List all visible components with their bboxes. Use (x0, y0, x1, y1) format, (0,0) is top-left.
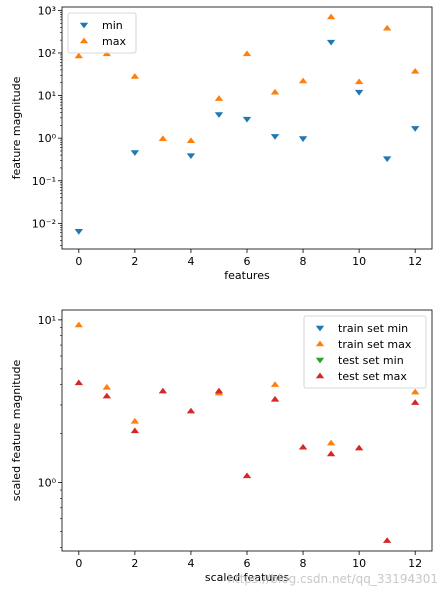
x-tick-label: 2 (131, 557, 138, 570)
y-tick-label: 10¹ (38, 314, 56, 327)
data-point (410, 67, 420, 74)
legend-marker (315, 340, 325, 347)
watermark: https://blog.csdn.net/qq_33194301 (227, 572, 438, 586)
data-point (242, 116, 252, 123)
y-axis-label: feature magnitude (10, 76, 23, 179)
data-point (270, 88, 280, 95)
data-point (410, 388, 420, 395)
x-tick-label: 4 (187, 255, 194, 268)
legend: min max (67, 12, 137, 54)
legend-label: train set min (338, 322, 408, 335)
data-point (130, 150, 140, 156)
data-point (158, 135, 168, 141)
data-point (102, 383, 112, 390)
data-point (270, 381, 280, 387)
data-point (382, 156, 392, 163)
data-point (186, 407, 196, 414)
data-point (270, 134, 280, 140)
x-tick-label: 0 (75, 255, 82, 268)
data-point (130, 73, 140, 79)
legend-label: test set min (338, 354, 404, 367)
plot-frame (61, 309, 433, 552)
legend-marker (315, 372, 325, 379)
data-point (354, 78, 364, 85)
data-point (242, 472, 252, 479)
data-point (214, 387, 224, 394)
data-point (130, 417, 140, 424)
y-tick-label: 10² (38, 47, 56, 60)
x-tick-label: 6 (244, 255, 251, 268)
x-tick-label: 0 (75, 557, 82, 570)
x-axis-label: scaled features (205, 571, 290, 584)
chart-feature-magnitude: 10⁻² 10⁻¹ 10⁰ 10¹ 10² 10³ 0 2 4 6 8 10 12 features fea… (10, 4, 433, 282)
data-point (298, 443, 308, 450)
x-tick-label: 4 (187, 557, 194, 570)
legend-marker (315, 357, 325, 364)
data-point (270, 395, 280, 402)
legend-label: max (102, 35, 126, 48)
x-axis-label: features (224, 269, 270, 282)
data-point (410, 126, 420, 132)
plot-frame (61, 6, 433, 250)
x-tick-label: 12 (408, 255, 422, 268)
y-tick-label: 10⁻¹ (32, 175, 56, 188)
legend-marker (79, 22, 89, 29)
data-point (102, 392, 112, 399)
legend-label: train set max (338, 338, 412, 351)
chart-scaled-feature-magnitude: 10⁰ 10¹ 0 2 4 6 8 10 12 scaled features scaled fea… (10, 309, 433, 584)
y-tick-label: 10⁰ (38, 477, 57, 490)
legend-box (303, 315, 427, 389)
x-tick-label: 10 (352, 255, 366, 268)
x-tick-label: 8 (300, 255, 307, 268)
data-point (326, 13, 336, 20)
data-point (130, 427, 140, 434)
x-tick-label: 6 (244, 557, 251, 570)
data-point (326, 450, 336, 457)
data-point (382, 537, 392, 543)
y-tick-label: 10⁻² (32, 217, 56, 230)
data-point (410, 399, 420, 405)
data-point (326, 39, 336, 46)
data-point (214, 112, 224, 118)
data-point (382, 24, 392, 31)
y-tick-label: 10³ (38, 4, 56, 17)
y-tick-label: 10⁰ (38, 132, 57, 145)
x-tick-label: 10 (352, 557, 366, 570)
data-point (326, 439, 336, 446)
x-tick-label: 2 (131, 255, 138, 268)
y-tick-label: 10¹ (38, 90, 56, 103)
data-point (214, 95, 224, 101)
data-point (354, 444, 364, 451)
data-point (298, 136, 308, 142)
data-point (74, 379, 84, 386)
legend-marker (79, 37, 89, 44)
data-point (298, 77, 308, 84)
x-tick-label: 12 (408, 557, 422, 570)
legend-label: test set max (338, 370, 407, 383)
data-point (186, 137, 196, 144)
data-point (186, 153, 196, 159)
data-point (242, 50, 252, 57)
legend: train set min train set max test set min te… (303, 315, 427, 389)
y-axis-label: scaled feature magnitude (10, 360, 23, 502)
data-point (74, 229, 84, 235)
data-point (74, 52, 84, 59)
legend-marker (315, 325, 325, 332)
legend-label: min (102, 19, 123, 32)
x-tick-label: 8 (300, 557, 307, 570)
data-point (158, 387, 168, 394)
data-point (74, 321, 84, 328)
data-point (354, 89, 364, 96)
